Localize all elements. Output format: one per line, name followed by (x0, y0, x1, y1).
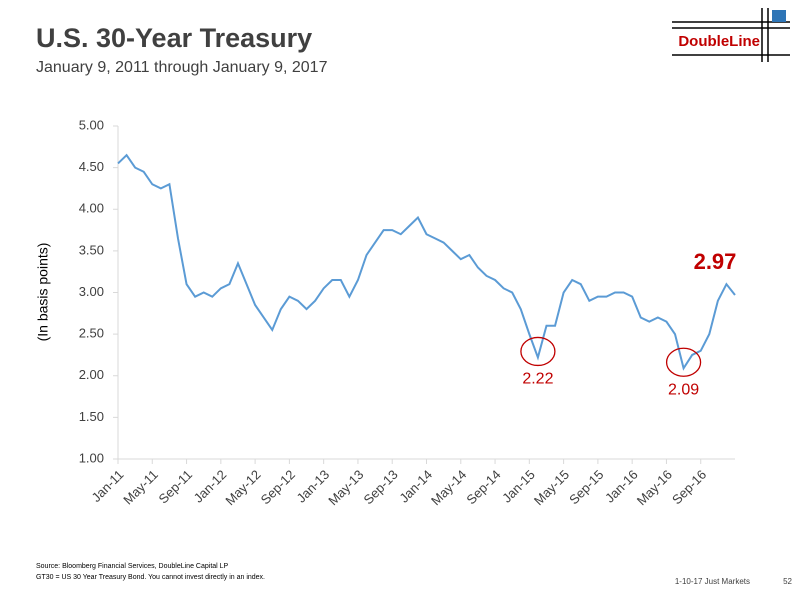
source: Source: Bloomberg Financial Services, Do… (36, 563, 229, 570)
logo-text: DoubleLine (678, 33, 760, 50)
callout-circle (520, 336, 556, 367)
x-tick-label: May-16 (634, 467, 675, 508)
y-tick-label: 4.50 (79, 159, 104, 174)
line-series (117, 153, 736, 371)
page-number: 52 (783, 577, 792, 586)
end-label: 2.97 (694, 249, 737, 274)
x-tick-label: Sep-15 (566, 467, 606, 507)
y-tick-label: 4.00 (79, 201, 104, 216)
y-tick-label: 2.50 (79, 326, 104, 341)
x-tick-label: Sep-13 (361, 467, 401, 507)
title: U.S. 30-Year Treasury (36, 23, 312, 53)
footer: 1-10-17 Just Markets (675, 577, 750, 586)
y-tick-label: 2.00 (79, 367, 104, 382)
y-tick-label: 1.50 (79, 409, 104, 424)
x-tick-label: May-13 (325, 467, 366, 508)
y-tick-label: 3.00 (79, 284, 104, 299)
x-tick-label: May-11 (120, 467, 161, 508)
x-tick-label: May-14 (428, 467, 469, 508)
y-axis-label: (In basis points) (35, 243, 51, 342)
y-tick-label: 5.00 (79, 117, 104, 132)
x-tick-label: Sep-11 (156, 467, 196, 507)
callout-circle (665, 347, 702, 377)
x-tick-label: Sep-16 (669, 467, 709, 507)
callout-label: 2.09 (668, 381, 699, 398)
x-tick-label: Jan-11 (89, 467, 127, 505)
y-tick-label: 1.00 (79, 450, 104, 465)
x-tick-label: May-12 (222, 467, 263, 508)
x-tick-label: May-15 (531, 467, 572, 508)
y-tick-label: 3.50 (79, 242, 104, 257)
x-tick-label: Sep-14 (463, 467, 503, 507)
subtitle: January 9, 2011 through January 9, 2017 (36, 59, 328, 76)
x-tick-label: Sep-12 (258, 467, 298, 507)
callout-label: 2.22 (522, 371, 553, 388)
logo: DoubleLine (672, 8, 790, 62)
note: GT30 = US 30 Year Treasury Bond. You can… (36, 574, 265, 581)
